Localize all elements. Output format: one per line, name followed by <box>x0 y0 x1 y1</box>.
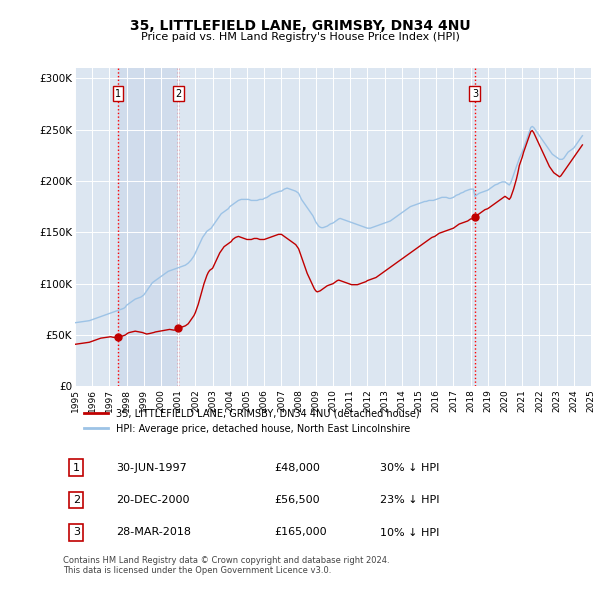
Text: 3: 3 <box>73 527 80 537</box>
Text: 2: 2 <box>175 88 181 99</box>
Text: 2: 2 <box>73 495 80 505</box>
Text: £48,000: £48,000 <box>274 463 320 473</box>
Text: 28-MAR-2018: 28-MAR-2018 <box>116 527 191 537</box>
Text: 35, LITTLEFIELD LANE, GRIMSBY, DN34 4NU: 35, LITTLEFIELD LANE, GRIMSBY, DN34 4NU <box>130 19 470 33</box>
Text: 1: 1 <box>115 88 121 99</box>
Text: £165,000: £165,000 <box>274 527 327 537</box>
Text: £56,500: £56,500 <box>274 495 320 505</box>
Text: 23% ↓ HPI: 23% ↓ HPI <box>380 495 439 505</box>
Text: 10% ↓ HPI: 10% ↓ HPI <box>380 527 439 537</box>
Text: Price paid vs. HM Land Registry's House Price Index (HPI): Price paid vs. HM Land Registry's House … <box>140 32 460 42</box>
Text: Contains HM Land Registry data © Crown copyright and database right 2024.
This d: Contains HM Land Registry data © Crown c… <box>63 556 389 575</box>
Text: 3: 3 <box>472 88 478 99</box>
Text: 30% ↓ HPI: 30% ↓ HPI <box>380 463 439 473</box>
Text: 20-DEC-2000: 20-DEC-2000 <box>116 495 190 505</box>
Text: 30-JUN-1997: 30-JUN-1997 <box>116 463 187 473</box>
Text: 1: 1 <box>73 463 80 473</box>
Bar <box>118 68 178 386</box>
Legend: 35, LITTLEFIELD LANE, GRIMSBY, DN34 4NU (detached house), HPI: Average price, de: 35, LITTLEFIELD LANE, GRIMSBY, DN34 4NU … <box>80 405 424 438</box>
